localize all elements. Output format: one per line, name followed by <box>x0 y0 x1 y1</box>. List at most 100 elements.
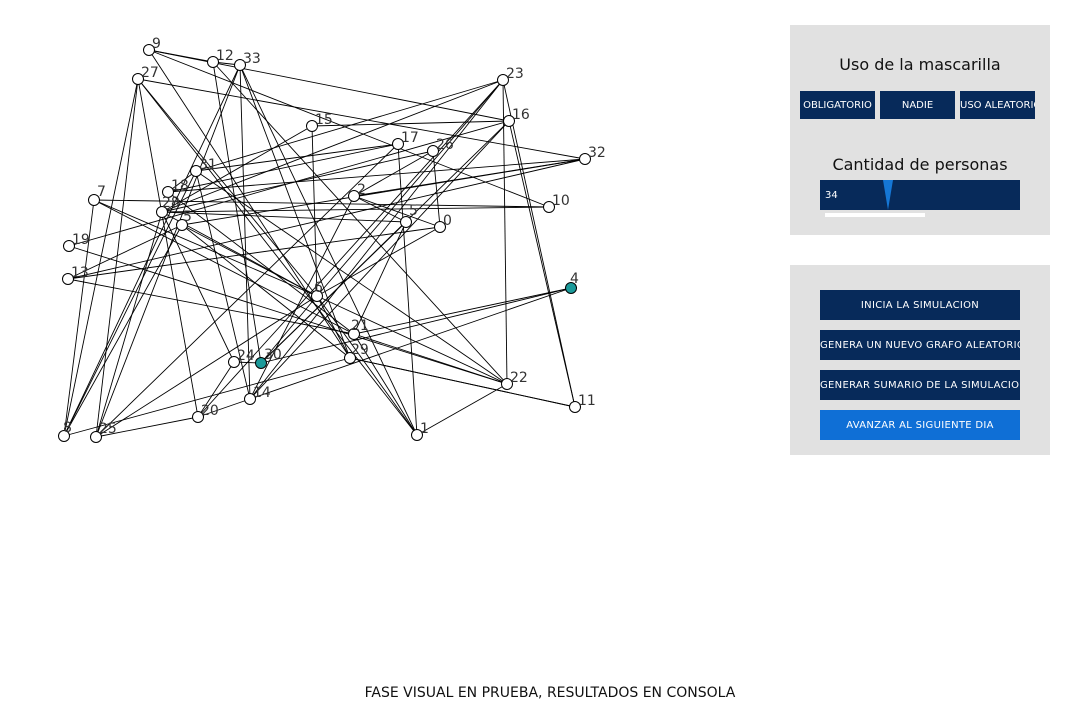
node-marker[interactable] <box>311 290 323 302</box>
node-marker[interactable] <box>344 352 356 364</box>
graph-edge <box>260 287 572 364</box>
node-label: 28 <box>162 195 180 211</box>
graph-edge <box>63 357 351 437</box>
graph-edge <box>249 195 355 400</box>
graph-node[interactable]: 5 <box>400 203 418 228</box>
graph-node[interactable]: 9 <box>143 36 161 56</box>
node-marker[interactable] <box>143 44 155 56</box>
node-marker[interactable] <box>88 194 100 206</box>
graph-node[interactable]: 32 <box>579 145 606 165</box>
node-marker[interactable] <box>162 186 174 198</box>
start-simulation-button[interactable]: INICIA LA SIMULACION <box>820 290 1020 320</box>
infected-node-marker[interactable] <box>565 282 577 294</box>
mask-none-button[interactable]: NADIE <box>880 91 955 119</box>
node-marker[interactable] <box>411 429 423 441</box>
people-count-slider[interactable]: 34 <box>820 180 1020 210</box>
node-label: 31 <box>199 157 217 173</box>
graph-node[interactable]: 29 <box>344 342 369 364</box>
graph-node[interactable]: 17 <box>392 130 419 150</box>
node-marker[interactable] <box>579 153 591 165</box>
graph-node[interactable]: 18 <box>162 178 189 198</box>
graph-node[interactable]: 25 <box>90 421 117 443</box>
graph-node[interactable]: 27 <box>132 65 159 85</box>
node-marker[interactable] <box>58 430 70 442</box>
node-marker[interactable] <box>427 145 439 157</box>
node-marker[interactable] <box>190 165 202 177</box>
node-marker[interactable] <box>62 273 74 285</box>
graph-node[interactable]: 6 <box>311 280 324 302</box>
graph-node[interactable]: 4 <box>565 271 580 294</box>
node-marker[interactable] <box>63 240 75 252</box>
status-footer: FASE VISUAL EN PRUEBA, RESULTADOS EN CON… <box>364 685 736 701</box>
graph-node[interactable]: 10 <box>543 193 570 213</box>
node-marker[interactable] <box>392 138 404 150</box>
graph-node[interactable]: 5 <box>176 209 192 231</box>
graph-node[interactable]: 8 <box>58 420 72 442</box>
node-label: 6 <box>314 280 323 296</box>
node-label: 8 <box>63 420 72 436</box>
graph-node[interactable]: 0 <box>434 213 452 233</box>
node-marker[interactable] <box>400 216 412 228</box>
graph-node[interactable]: 15 <box>306 112 333 132</box>
graph-edge <box>67 278 355 335</box>
node-marker[interactable] <box>90 431 102 443</box>
node-marker[interactable] <box>497 74 509 86</box>
infected-node-marker[interactable] <box>255 357 267 369</box>
node-marker[interactable] <box>234 59 246 71</box>
graph-node[interactable]: 21 <box>348 318 369 340</box>
graph-edge <box>353 333 418 436</box>
node-marker[interactable] <box>207 56 219 68</box>
node-marker[interactable] <box>434 221 446 233</box>
graph-node[interactable]: 7 <box>88 184 106 206</box>
node-marker[interactable] <box>501 378 513 390</box>
graph-node[interactable]: 24 <box>228 348 255 368</box>
node-marker[interactable] <box>348 190 360 202</box>
node-marker[interactable] <box>132 73 144 85</box>
node-label: 14 <box>253 385 271 401</box>
graph-edge <box>212 61 508 385</box>
graph-node[interactable]: 19 <box>63 232 90 252</box>
graph-node[interactable]: 28 <box>156 195 180 218</box>
next-day-button[interactable]: AVANZAR AL SIGUIENTE DIA <box>820 410 1020 440</box>
node-marker[interactable] <box>348 328 360 340</box>
slider-thumb[interactable] <box>883 180 893 210</box>
simulation-summary-button[interactable]: GENERAR SUMARIO DE LA SIMULACION <box>820 370 1020 400</box>
graph-node[interactable]: 1 <box>411 421 429 441</box>
graph-node[interactable]: 20 <box>192 403 219 423</box>
node-marker[interactable] <box>306 120 318 132</box>
new-random-graph-button[interactable]: GENERA UN NUEVO GRAFO ALEATORIO <box>820 330 1020 360</box>
node-marker[interactable] <box>228 356 240 368</box>
graph-edge <box>95 416 199 438</box>
graph-node[interactable]: 16 <box>503 107 530 127</box>
graph-edge <box>95 143 399 438</box>
graph-edge <box>353 333 508 385</box>
graph-edge <box>212 61 262 364</box>
graph-edge <box>181 224 318 297</box>
graph-node[interactable]: 12 <box>207 48 234 68</box>
node-marker[interactable] <box>503 115 515 127</box>
node-marker[interactable] <box>244 393 256 405</box>
graph-node[interactable]: 23 <box>497 66 524 86</box>
node-label: 0 <box>443 213 452 229</box>
graph-edge <box>167 143 399 193</box>
graph-node[interactable]: 30 <box>255 347 282 369</box>
graph-node[interactable]: 2 <box>348 182 366 202</box>
graph-node[interactable]: 11 <box>569 393 596 413</box>
node-label: 5 <box>183 209 192 225</box>
node-marker[interactable] <box>543 201 555 213</box>
node-marker[interactable] <box>156 206 168 218</box>
node-marker[interactable] <box>192 411 204 423</box>
graph-node[interactable]: 13 <box>62 265 89 285</box>
graph-edge <box>68 120 510 247</box>
node-marker[interactable] <box>176 219 188 231</box>
node-marker[interactable] <box>569 401 581 413</box>
graph-node[interactable]: 14 <box>244 385 271 405</box>
mask-random-button[interactable]: USO ALEATORIO <box>960 91 1035 119</box>
mask-mandatory-button[interactable]: OBLIGATORIO <box>800 91 875 119</box>
graph-node[interactable]: 22 <box>501 370 528 390</box>
node-label: 11 <box>578 393 596 409</box>
graph-node[interactable]: 33 <box>234 51 261 71</box>
graph-node[interactable]: 31 <box>190 157 217 177</box>
graph-node[interactable]: 26 <box>427 137 454 157</box>
